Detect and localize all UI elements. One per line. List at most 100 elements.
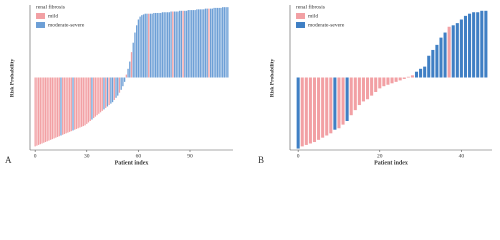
x-tick-label: 0 [297,153,300,159]
legend-swatch [36,13,45,19]
bar [366,77,370,100]
bar [146,13,148,78]
bar [148,13,150,78]
bar [41,77,43,144]
bar [208,8,210,78]
bar [139,16,141,78]
bar [165,12,167,78]
bar [48,77,50,141]
x-axis-label: Patient index [374,160,408,166]
bar [63,77,66,135]
bar [70,77,72,132]
bar [370,77,374,96]
x-tick-label: 60 [136,153,142,159]
bar [182,10,184,78]
bar [175,11,177,78]
bar [345,77,349,121]
bar [427,55,431,78]
panel-label: A [5,155,12,165]
bar [130,52,133,78]
bar [99,77,102,113]
bar [203,9,205,78]
legend-swatch [36,22,45,28]
bar [144,13,146,78]
bar [153,12,155,78]
bar [361,77,365,102]
bar [472,12,476,78]
bar [476,12,480,78]
bar [118,77,121,93]
legend-swatch [296,13,305,19]
bar [86,77,88,124]
x-tick-label: 20 [377,153,383,159]
bar [149,13,152,78]
bar [300,77,304,147]
bar [53,77,55,139]
bar [225,7,227,78]
bar [227,7,229,78]
bar [406,76,410,78]
bar [215,7,217,78]
bar [103,77,105,110]
bar [459,19,463,78]
bar [75,77,78,129]
bar [451,25,455,78]
bar [386,77,390,85]
bar [91,77,93,120]
bar [329,77,333,134]
bar [79,77,81,128]
bar [34,77,36,147]
bar [382,77,386,87]
bar [218,7,220,78]
bar [374,77,378,92]
bar [337,77,341,129]
bar [77,77,79,129]
bar [213,7,215,78]
legend-swatch [296,22,305,28]
bar [137,19,140,78]
bar [170,11,172,78]
bar [192,10,195,78]
x-tick-label: 0 [34,153,37,159]
bar [187,10,189,78]
bar [142,14,145,78]
bar [463,15,468,78]
bar [480,10,484,78]
bar [158,12,160,78]
bar [390,77,394,84]
bar [154,12,157,78]
bar [216,7,219,78]
bar [443,32,447,78]
bar [308,77,312,144]
bar [349,77,353,116]
bar [122,77,124,87]
bar [93,77,95,119]
bar [56,77,59,137]
bar [60,77,62,136]
bar [223,7,226,78]
bar [378,77,382,89]
bar [194,10,196,78]
bar [44,77,47,143]
bar [115,77,117,98]
bar [156,12,158,78]
bar [484,10,488,78]
bar [113,77,115,100]
bar [160,12,162,78]
bar [58,77,60,137]
bar [296,77,300,149]
x-tick-label: 40 [459,153,465,159]
bar [51,77,54,140]
bar [67,77,69,133]
bar [101,77,103,111]
bar [111,77,114,103]
bar [123,77,126,82]
bar [468,13,472,78]
legend-label: moderate-severe [48,22,85,28]
bar [185,10,188,78]
bar [105,77,107,108]
bar [84,77,86,126]
bar [98,77,100,114]
bar [89,77,91,121]
bar [117,77,119,96]
